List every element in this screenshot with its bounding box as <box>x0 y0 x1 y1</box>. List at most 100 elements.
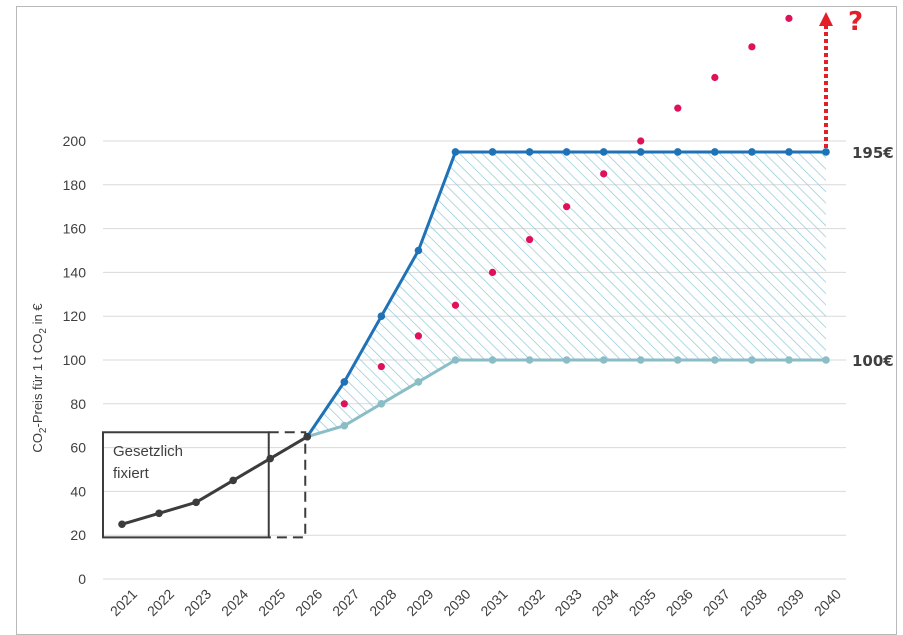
point-0-2022 <box>155 509 163 518</box>
fixed-price-box: Gesetzlich fixiert <box>102 431 307 539</box>
up-arrow-head <box>819 12 833 26</box>
lower-end-label: 100€ <box>852 352 894 370</box>
point-2-2032 <box>525 356 534 364</box>
point-1-2027 <box>340 378 349 386</box>
point-3-2036 <box>674 104 682 112</box>
point-2-2027 <box>340 421 349 430</box>
point-1-2032 <box>525 148 534 156</box>
y-axis-label: CO2-Preis für 1 t CO2 in € <box>30 303 49 453</box>
annotations: 195€ 100€? <box>819 7 894 370</box>
fixed-box-dashed <box>268 431 307 539</box>
y-tick-20: 20 <box>70 527 86 543</box>
point-2-2039 <box>785 356 793 364</box>
point-1-2034 <box>599 148 608 156</box>
x-tick-2022: 2022 <box>144 586 177 619</box>
upper-end-label: 195€ <box>852 144 894 162</box>
x-tick-2034: 2034 <box>588 586 621 619</box>
y-label-text: -Preis für 1 t CO <box>30 334 45 428</box>
y-label-subscript: 2 <box>38 328 49 334</box>
x-tick-2032: 2032 <box>514 586 547 619</box>
point-2-2028 <box>377 400 386 408</box>
point-1-2031 <box>488 148 497 156</box>
x-tick-2036: 2036 <box>663 586 696 619</box>
x-tick-2038: 2038 <box>737 586 770 619</box>
point-2-2029 <box>414 378 423 386</box>
point-0-2023 <box>192 498 200 507</box>
y-tick-100: 100 <box>63 352 87 368</box>
point-1-2029 <box>414 246 423 255</box>
fixed-box-solid <box>102 431 270 539</box>
point-1-2033 <box>562 148 571 156</box>
point-1-2036 <box>673 148 682 156</box>
box-label-line2: fixiert <box>113 465 150 482</box>
y-tick-140: 140 <box>63 264 87 280</box>
x-tick-2037: 2037 <box>700 586 733 619</box>
point-0-2021 <box>118 520 126 529</box>
series <box>118 14 830 529</box>
point-3-2033 <box>563 203 571 211</box>
point-2-2030 <box>451 356 460 364</box>
x-tick-2026: 2026 <box>292 586 325 619</box>
y-tick-160: 160 <box>63 221 87 237</box>
point-1-2037 <box>711 148 719 156</box>
y-axis-ticks: 0 20 40 60 80 100 120 140 160 180 200 <box>63 133 87 587</box>
box-label-line1: Gesetzlich <box>113 443 183 460</box>
x-tick-2033: 2033 <box>551 586 584 619</box>
point-3-2039 <box>785 14 793 22</box>
point-1-2040 <box>822 148 830 156</box>
x-tick-2031: 2031 <box>477 586 510 619</box>
point-1-2035 <box>636 148 645 156</box>
y-tick-60: 60 <box>70 440 86 456</box>
point-2-2040 <box>822 356 830 364</box>
point-3-2034 <box>600 170 608 178</box>
point-1-2028 <box>377 312 386 321</box>
point-0-2024 <box>229 476 237 485</box>
x-tick-2035: 2035 <box>626 586 659 619</box>
point-2-2037 <box>711 356 719 364</box>
point-3-2030 <box>451 301 460 309</box>
y-tick-80: 80 <box>70 396 86 412</box>
x-tick-2025: 2025 <box>255 586 288 619</box>
x-tick-2029: 2029 <box>403 586 436 619</box>
y-tick-180: 180 <box>63 177 87 193</box>
x-tick-2023: 2023 <box>181 586 214 619</box>
point-1-2038 <box>748 148 756 156</box>
point-2-2031 <box>488 356 497 364</box>
y-label-text: in € <box>30 303 45 328</box>
x-axis-ticks: 2021 2022 2023 2024 2025 2026 2027 2028 2029 2030… <box>107 586 844 619</box>
point-2-2033 <box>562 356 571 364</box>
y-label-text: CO <box>30 433 45 453</box>
point-3-2032 <box>525 235 534 244</box>
point-0-2025 <box>266 454 275 463</box>
point-1-2039 <box>785 148 793 156</box>
y-tick-120: 120 <box>63 308 87 324</box>
x-tick-2024: 2024 <box>218 586 251 619</box>
x-tick-2040: 2040 <box>811 586 844 619</box>
point-3-2037 <box>711 73 719 82</box>
point-2-2034 <box>599 356 608 364</box>
x-tick-2030: 2030 <box>440 586 473 619</box>
y-tick-40: 40 <box>70 483 86 499</box>
x-tick-2021: 2021 <box>107 586 140 619</box>
price-corridor-band <box>307 151 826 437</box>
x-tick-2027: 2027 <box>329 586 362 619</box>
question-mark: ? <box>848 7 863 37</box>
point-3-2031 <box>488 268 497 276</box>
point-3-2035 <box>637 137 645 145</box>
point-3-2038 <box>748 43 756 51</box>
series-3 <box>340 14 793 408</box>
y-label-subscript: 2 <box>38 427 49 433</box>
point-3-2027 <box>340 400 348 408</box>
series-line-0 <box>121 435 309 526</box>
point-2-2038 <box>748 356 756 364</box>
x-tick-2028: 2028 <box>366 586 399 619</box>
point-1-2030 <box>451 148 460 156</box>
point-2-2036 <box>673 356 682 364</box>
x-tick-2039: 2039 <box>774 586 807 619</box>
y-tick-0: 0 <box>78 571 86 587</box>
point-2-2035 <box>636 356 645 364</box>
point-3-2028 <box>377 362 385 371</box>
point-3-2029 <box>414 332 423 340</box>
y-tick-200: 200 <box>63 133 87 149</box>
